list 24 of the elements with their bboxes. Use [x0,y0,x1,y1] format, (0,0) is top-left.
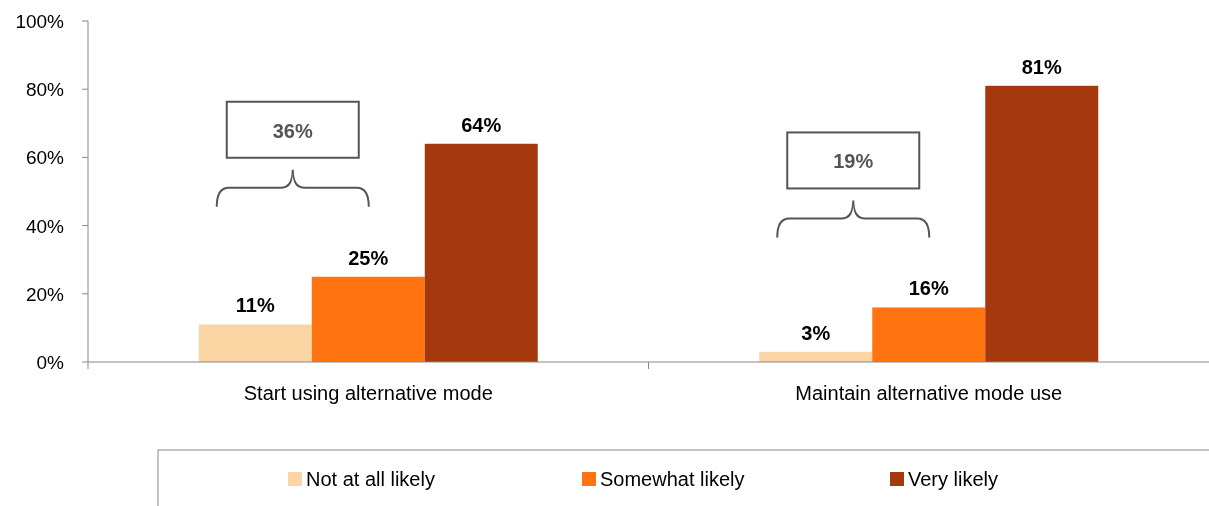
annotation: 36% [272,119,313,142]
text: 64% [461,113,502,136]
legend-label: Very likely [908,468,999,490]
x-tick-label: Start using alternative mode [243,382,493,404]
text: 16% [908,277,949,300]
y-tick-label: 0% [36,352,65,373]
text: 11% [235,294,275,317]
bar [311,276,425,362]
bar [198,324,312,362]
bar [872,307,986,362]
x-tick-label: Maintain alternative mode use [795,382,1063,404]
annotation: 19% [833,150,874,173]
text: 81% [1021,55,1062,78]
text: 3% [801,321,831,344]
legend-label: Somewhat likely [600,468,745,490]
text: 25% [348,246,389,269]
y-tick-label: 80% [25,79,65,101]
legend-label: Not at all likely [306,468,435,490]
y-tick-label: 20% [25,283,65,305]
y-tick-label: 60% [25,147,65,169]
bar [424,143,538,362]
y-tick-label: 40% [25,215,65,237]
y-tick-label: 100% [15,11,65,32]
bar [985,85,1099,362]
